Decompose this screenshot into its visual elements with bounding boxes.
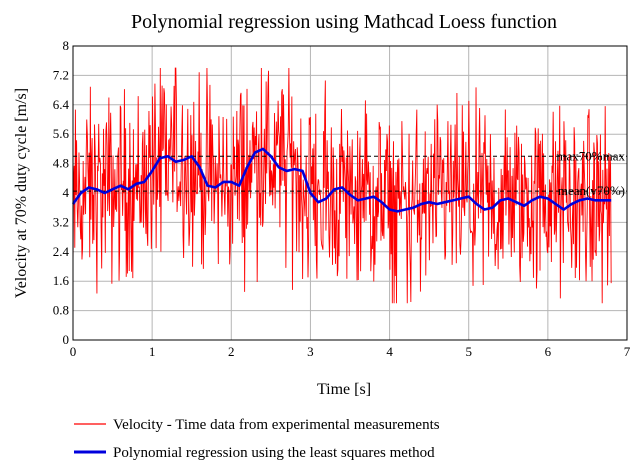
y-axis-label: Velocity at 70% duty cycle [m/s] [13,88,30,298]
y-tick-label: 0.8 [53,303,69,318]
y-tick-label: 1.6 [53,273,70,288]
y-tick-label: 0 [63,332,70,347]
y-tick-label: 8 [63,38,70,53]
x-axis-label: Time [s] [317,381,371,398]
plot-frame [72,45,628,341]
x-tick-label: 6 [545,344,552,359]
x-tick-label: 4 [386,344,393,359]
legend-label-regression: Polynomial regression using the least sq… [113,445,435,461]
y-tick-label: 3.2 [53,214,69,229]
x-tick-label: 3 [307,344,314,359]
tick-labels: 0 1 2 3 4 5 6 7 0 0.8 1.6 2.4 3.2 4 4.8 5.6 6.4 7.2 8 [53,38,631,359]
y-tick-label: 4.8 [53,156,69,171]
x-tick-label: 5 [465,344,472,359]
x-tick-label: 2 [228,344,235,359]
plot-area: max70%max mean(v70%) [71,67,627,304]
y-tick-label: 7.2 [53,67,69,82]
y-tick-label: 2.4 [53,244,70,259]
y-tick-label: 5.6 [53,126,70,141]
reference-line-label: max70%max [556,148,625,163]
x-tick-label: 0 [70,344,77,359]
x-tick-label: 7 [624,344,631,359]
y-tick-label: 4 [63,185,70,200]
legend-label-velocity: Velocity - Time data from experimental m… [113,417,440,433]
series-regression-line [71,147,612,213]
legend: Velocity - Time data from experimental m… [74,417,440,461]
y-tick-label: 6.4 [53,97,70,112]
series-velocity-line [72,67,612,304]
x-tick-label: 1 [149,344,156,359]
chart-title: Polynomial regression using Mathcad Loes… [131,11,557,33]
reference-line-label: mean(v70%) [558,183,625,198]
